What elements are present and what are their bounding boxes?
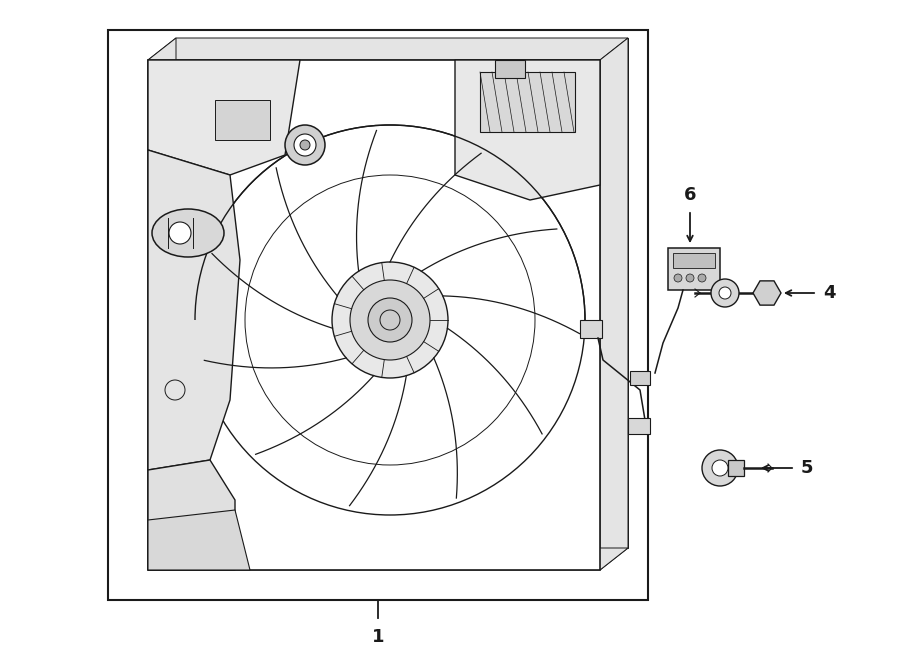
- Circle shape: [719, 287, 731, 299]
- Ellipse shape: [169, 222, 191, 244]
- Text: 5: 5: [801, 459, 814, 477]
- Polygon shape: [148, 548, 628, 570]
- Circle shape: [712, 460, 728, 476]
- Circle shape: [674, 274, 682, 282]
- Circle shape: [686, 274, 694, 282]
- Circle shape: [332, 262, 448, 378]
- Polygon shape: [600, 38, 628, 570]
- Bar: [108, 30, 648, 600]
- Circle shape: [350, 280, 430, 360]
- Polygon shape: [148, 38, 628, 60]
- Ellipse shape: [152, 209, 224, 257]
- Bar: [673, 253, 715, 268]
- Text: 1: 1: [372, 628, 384, 646]
- Circle shape: [698, 274, 706, 282]
- Bar: [668, 248, 720, 290]
- Polygon shape: [176, 38, 628, 548]
- Text: 4: 4: [823, 284, 835, 302]
- Bar: [630, 371, 650, 385]
- Polygon shape: [455, 60, 600, 200]
- Polygon shape: [148, 150, 240, 470]
- Bar: [215, 100, 270, 140]
- Polygon shape: [148, 460, 235, 570]
- Polygon shape: [148, 510, 250, 570]
- Text: 2: 2: [265, 224, 277, 242]
- Circle shape: [711, 279, 739, 307]
- Polygon shape: [148, 60, 600, 570]
- Bar: [495, 60, 525, 78]
- Circle shape: [294, 134, 316, 156]
- Polygon shape: [148, 38, 176, 570]
- Bar: [480, 72, 575, 132]
- Text: 6: 6: [684, 186, 697, 204]
- Circle shape: [702, 450, 738, 486]
- Circle shape: [300, 140, 310, 150]
- Text: 3: 3: [224, 136, 237, 154]
- Bar: [628, 418, 650, 434]
- Bar: [728, 460, 744, 476]
- Circle shape: [368, 298, 412, 342]
- Polygon shape: [148, 60, 300, 175]
- Bar: [580, 320, 602, 338]
- Circle shape: [285, 125, 325, 165]
